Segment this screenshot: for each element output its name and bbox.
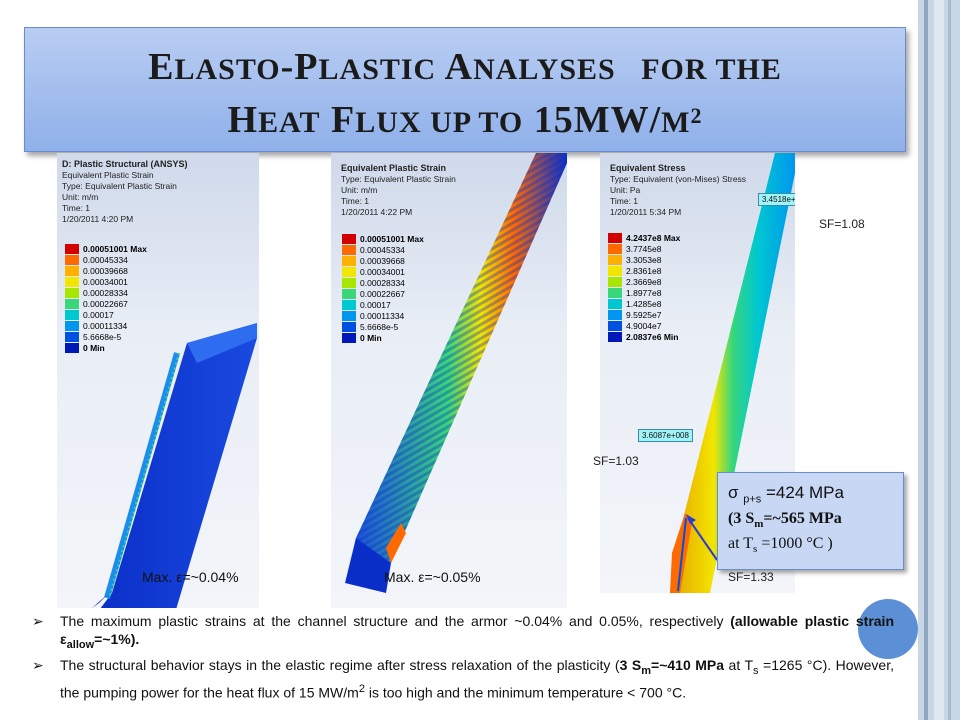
scale-label: 0.00045334 xyxy=(360,245,405,255)
scale-label: 2.3669e8 xyxy=(626,277,662,287)
bullet-list: ➢ The maximum plastic strains at the cha… xyxy=(32,612,894,703)
legend-panel-3: Equivalent Stress Type: Equivalent (von-… xyxy=(610,163,747,217)
scale-label: 1.4285e8 xyxy=(626,299,662,309)
scale-swatch xyxy=(65,266,79,276)
scale-swatch xyxy=(342,322,356,332)
stress-callout: σ p+s =424 MPa (3 Sm=~565 MPa at Ts =100… xyxy=(717,472,904,570)
scale-label: 2.0837e6 Min xyxy=(626,332,679,342)
scale-label: 2.8361e8 xyxy=(626,266,662,276)
fea-panel-2: Equivalent Plastic Strain Type: Equivale… xyxy=(331,153,567,608)
safety-factor-top: SF=1.08 xyxy=(819,217,865,231)
scale-label: 0.00017 xyxy=(360,300,391,310)
scale-swatch xyxy=(608,321,622,331)
scale-label: 0.00034001 xyxy=(83,277,128,287)
scale-label: 0.00028334 xyxy=(83,288,128,298)
bullet-item-1: ➢ The maximum plastic strains at the cha… xyxy=(32,613,894,651)
fea-panel-1: D: Plastic Structural (ANSYS) Equivalent… xyxy=(57,153,259,608)
scale-label: 0.00039668 xyxy=(83,266,128,276)
scale-swatch xyxy=(608,266,622,276)
arrow-bullet-icon: ➢ xyxy=(32,613,44,629)
scale-swatch xyxy=(608,255,622,265)
scale-swatch xyxy=(342,311,356,321)
scale-label: 0.00051001 Max xyxy=(360,234,424,244)
scale-label: 0 Min xyxy=(360,333,382,343)
safety-factor-mid: SF=1.03 xyxy=(593,454,639,468)
scale-swatch xyxy=(608,332,622,342)
scale-label: 9.5925e7 xyxy=(626,310,662,320)
scale-label: 0.00022667 xyxy=(83,299,128,309)
scale-label: 5.6668e-5 xyxy=(360,322,399,332)
arrow-bullet-icon: ➢ xyxy=(32,656,44,673)
scale-label: 0.00034001 xyxy=(360,267,405,277)
max-strain-label-2: Max. ε=~0.05% xyxy=(384,569,481,585)
fea-model-image xyxy=(92,323,257,608)
scale-swatch xyxy=(65,244,79,254)
scale-swatch xyxy=(608,244,622,254)
scale-swatch xyxy=(65,332,79,342)
scale-label: 5.6668e-5 xyxy=(83,332,122,342)
scale-swatch xyxy=(65,299,79,309)
scale-label: 0.00017 xyxy=(83,310,114,320)
scale-swatch xyxy=(608,233,622,243)
scale-swatch xyxy=(342,267,356,277)
scale-label: 3.3053e8 xyxy=(626,255,662,265)
scale-label: 0 Min xyxy=(83,343,105,353)
slide-side-decoration xyxy=(918,0,960,720)
scale-swatch xyxy=(342,289,356,299)
scale-swatch xyxy=(65,277,79,287)
scale-swatch xyxy=(342,333,356,343)
scale-label: 0.00011334 xyxy=(83,321,128,331)
scale-swatch xyxy=(65,321,79,331)
scale-label: 0.00045334 xyxy=(83,255,128,265)
legend-panel-1: D: Plastic Structural (ANSYS) Equivalent… xyxy=(62,159,188,224)
fea-model-image xyxy=(670,153,795,593)
scale-swatch xyxy=(65,255,79,265)
scale-swatch xyxy=(342,234,356,244)
callout-line-3: at Ts =1000 °C ) xyxy=(728,535,833,556)
callout-line-2: (3 Sm=~565 MPa xyxy=(728,510,842,531)
scale-swatch xyxy=(608,299,622,309)
scale-label: 4.9004e7 xyxy=(626,321,662,331)
scale-label: 3.7745e8 xyxy=(626,244,662,254)
scale-swatch xyxy=(608,288,622,298)
max-strain-label-1: Max. ε=~0.04% xyxy=(142,569,239,585)
legend-panel-2: Equivalent Plastic Strain Type: Equivale… xyxy=(341,163,456,217)
scale-swatch xyxy=(342,256,356,266)
stress-value-box-1: 3.4518e+008 xyxy=(758,193,795,206)
safety-factor-bottom: SF=1.33 xyxy=(728,570,774,584)
stress-value-box-2: 3.6087e+008 xyxy=(638,429,693,442)
scale-label: 0.00022667 xyxy=(360,289,405,299)
scale-label: 0.00039668 xyxy=(360,256,405,266)
scale-swatch xyxy=(65,288,79,298)
scale-swatch xyxy=(65,343,79,353)
fea-model-image xyxy=(345,153,567,593)
bullet-item-2: ➢ The structural behavior stays in the e… xyxy=(32,656,895,701)
scale-label: 0.00051001 Max xyxy=(83,244,147,254)
scale-label: 0.00011334 xyxy=(360,311,405,321)
scale-swatch xyxy=(342,245,356,255)
slide-title: ELASTO-PLASTIC ANALYSES FOR THE HEAT FLU… xyxy=(148,46,782,141)
callout-line-1: σ p+s =424 MPa xyxy=(728,483,844,506)
scale-label: 4.2437e8 Max xyxy=(626,233,681,243)
scale-swatch xyxy=(342,300,356,310)
scale-swatch xyxy=(342,278,356,288)
slide-title-box: ELASTO-PLASTIC ANALYSES FOR THE HEAT FLU… xyxy=(24,27,906,152)
scale-swatch xyxy=(608,310,622,320)
scale-label: 0.00028334 xyxy=(360,278,405,288)
scale-swatch xyxy=(65,310,79,320)
scale-label: 1.8977e8 xyxy=(626,288,662,298)
scale-swatch xyxy=(608,277,622,287)
decorative-circle xyxy=(858,599,918,659)
